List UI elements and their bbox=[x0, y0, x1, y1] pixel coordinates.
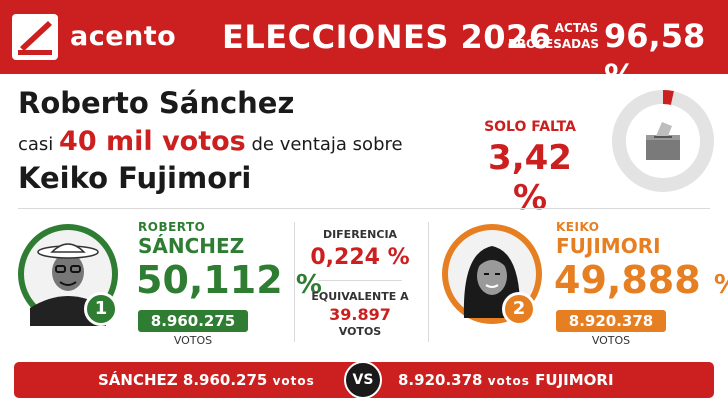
donut-remaining-arc bbox=[662, 90, 674, 105]
bottom-right-summary: 8.920.378 votos FUJIMORI bbox=[398, 370, 614, 391]
vs-badge: VS bbox=[344, 361, 382, 399]
divider-left bbox=[294, 222, 295, 342]
actas-value: 96,58 % bbox=[604, 17, 706, 95]
headline-post: de ventaja sobre bbox=[251, 134, 403, 155]
fujimori-last-name: FUJIMORI bbox=[556, 234, 661, 258]
bottom-left-votes: 8.960.275 bbox=[182, 371, 268, 389]
fujimori-percentage: 49,888 % bbox=[554, 258, 728, 307]
bottom-left-name: SÁNCHEZ bbox=[98, 371, 178, 389]
headline-highlight: 40 mil votos bbox=[59, 126, 246, 157]
sanchez-first-name: ROBERTO bbox=[138, 220, 206, 234]
headline-pre: casi bbox=[18, 134, 54, 155]
headline-name-2: Keiko Fujimori bbox=[18, 161, 252, 195]
bottom-left-votes-word: votos bbox=[272, 374, 315, 388]
actas-label-line2: PROCESADAS bbox=[508, 37, 600, 51]
fujimori-first-name: KEIKO bbox=[556, 220, 600, 234]
section-divider bbox=[18, 208, 710, 209]
sanchez-votes-label: VOTOS bbox=[173, 334, 213, 347]
equivalent-value: 39.897 bbox=[329, 305, 391, 324]
fujimori-pct-value: 49,888 bbox=[554, 258, 701, 302]
bottom-left-summary: SÁNCHEZ 8.960.275 votos bbox=[98, 370, 315, 391]
difference-label: DIFERENCIA bbox=[322, 228, 398, 241]
fujimori-votes: 8.920.378 bbox=[556, 310, 666, 332]
actas-label-line1: ACTAS bbox=[554, 21, 598, 35]
acento-logo-icon bbox=[12, 14, 58, 60]
divider-right bbox=[428, 222, 429, 342]
bottom-right-name: FUJIMORI bbox=[535, 371, 614, 389]
bottom-right-votes: 8.920.378 bbox=[398, 371, 483, 389]
headline-line-2: casi 40 mil votos de ventaja sobre bbox=[18, 124, 403, 163]
ballot-box-icon bbox=[646, 122, 680, 160]
progress-donut bbox=[612, 90, 714, 192]
sanchez-pct-unit: % bbox=[295, 270, 322, 300]
actas-label: ACTAS PROCESADAS bbox=[508, 20, 600, 52]
difference-rule bbox=[318, 280, 402, 281]
equivalent-unit: VOTOS bbox=[338, 325, 382, 338]
sanchez-last-name: SÁNCHEZ bbox=[138, 234, 245, 258]
sanchez-percentage: 50,112 % bbox=[136, 258, 322, 307]
sanchez-pct-value: 50,112 bbox=[136, 258, 283, 302]
remaining-label: SOLO FALTA bbox=[484, 119, 576, 135]
difference-value: 0,224 % bbox=[310, 245, 410, 270]
headline-name-1: Roberto Sánchez bbox=[18, 86, 295, 120]
rank-badge-2: 2 bbox=[502, 292, 536, 326]
page-title: ELECCIONES 2026 bbox=[222, 18, 552, 56]
top-banner bbox=[0, 0, 728, 74]
fujimori-votes-label: VOTOS bbox=[591, 334, 631, 347]
remaining-value: 3,42 % bbox=[488, 138, 572, 218]
sanchez-votes: 8.960.275 bbox=[138, 310, 248, 332]
fujimori-pct-unit: % bbox=[714, 270, 728, 300]
bottom-right-votes-word: votos bbox=[487, 374, 530, 388]
equivalent-label: EQUIVALENTE A bbox=[311, 290, 409, 303]
rank-badge-1: 1 bbox=[84, 292, 118, 326]
brand-logo-text: acento bbox=[70, 21, 177, 52]
